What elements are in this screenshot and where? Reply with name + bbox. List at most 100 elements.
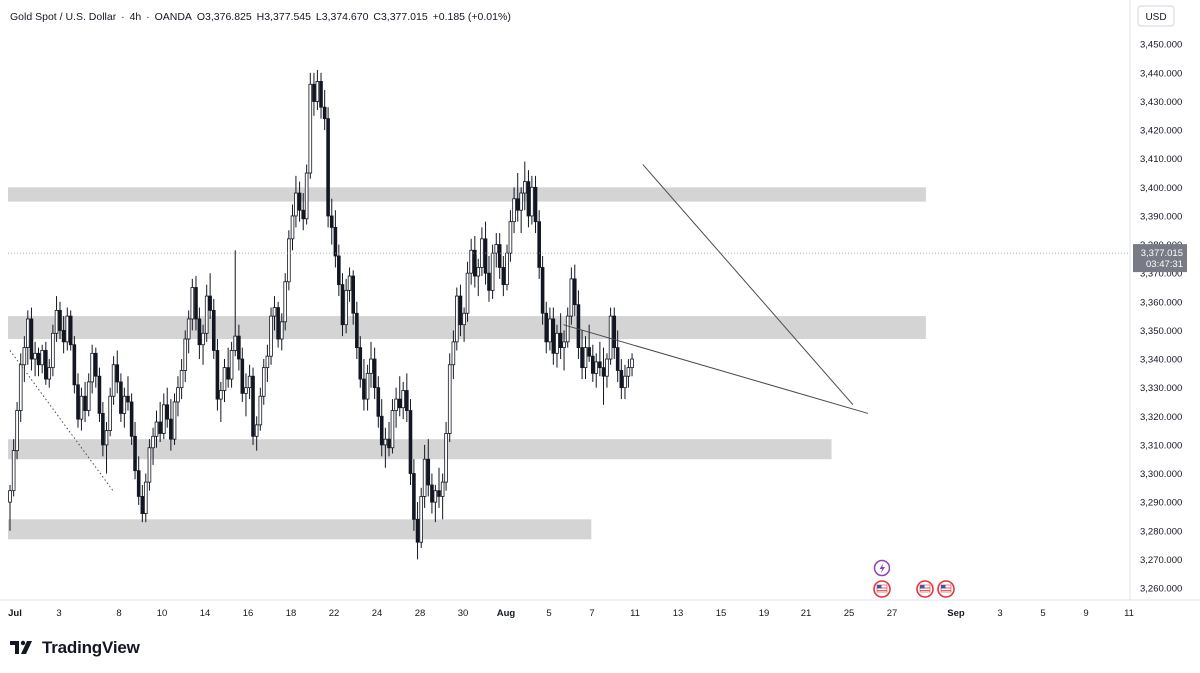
candle xyxy=(494,233,499,268)
candle xyxy=(158,401,162,443)
candle-body xyxy=(179,370,184,389)
candle-body xyxy=(390,410,395,449)
price-tick-label: 3,270.000 xyxy=(1140,555,1182,566)
candle-body xyxy=(115,364,120,383)
candle xyxy=(565,307,570,348)
candle-body xyxy=(372,358,377,389)
trendline xyxy=(642,164,854,406)
time-axis[interactable]: Jul 3 8 10 14 16 18 22 24 28 30 Aug 5 7 11 13 15 19 21 25 27… xyxy=(0,599,1200,619)
candle-body xyxy=(523,181,527,194)
candle xyxy=(65,307,70,351)
candle-body xyxy=(169,418,173,440)
candle xyxy=(458,284,463,337)
candle-body xyxy=(297,192,302,211)
candle xyxy=(15,401,19,460)
candle-body xyxy=(197,318,202,346)
candle xyxy=(90,344,94,394)
candle xyxy=(26,310,30,365)
candle-body xyxy=(94,352,98,377)
price-tick-label: 3,310.000 xyxy=(1140,440,1182,451)
candle-body xyxy=(215,350,220,400)
candle-body xyxy=(11,450,16,492)
candle-body xyxy=(555,332,559,354)
candle xyxy=(376,376,381,428)
trendline xyxy=(9,350,114,491)
interval-label[interactable]: 4h xyxy=(129,11,142,23)
candle-body xyxy=(476,267,481,277)
candle-body xyxy=(90,352,94,383)
candle xyxy=(619,359,624,400)
candle-body xyxy=(172,401,177,440)
candle xyxy=(347,267,352,302)
candle-body xyxy=(508,221,513,254)
candle-body xyxy=(408,410,413,474)
candle xyxy=(161,393,166,440)
candle xyxy=(580,330,584,380)
brand-logo[interactable]: TradingView xyxy=(10,638,140,658)
candle-body xyxy=(337,255,341,286)
candle xyxy=(583,336,588,380)
candle xyxy=(36,347,41,377)
candle xyxy=(190,278,195,331)
candle xyxy=(462,307,466,342)
candle xyxy=(465,261,470,322)
price-tick-label: 3,280.000 xyxy=(1140,526,1182,537)
time-tick-label: 15 xyxy=(716,608,727,619)
change-value: +0.185 (+0.01%) xyxy=(432,11,511,23)
candle-body xyxy=(405,390,409,411)
candle-body xyxy=(594,361,599,374)
candle-body xyxy=(515,198,520,211)
symbol-name[interactable]: Gold Spot / U.S. Dollar xyxy=(10,11,117,23)
candle-body xyxy=(97,375,102,414)
candle-body xyxy=(612,315,617,348)
us-event-flag-icon[interactable] xyxy=(873,580,891,598)
candle-body xyxy=(379,415,384,446)
candle xyxy=(322,90,327,131)
candle xyxy=(372,347,377,400)
candle xyxy=(122,387,127,428)
candle xyxy=(233,250,238,357)
candle xyxy=(229,341,234,388)
candle-body xyxy=(397,398,402,409)
candle xyxy=(194,276,198,331)
candle-body xyxy=(222,367,227,391)
candle-body xyxy=(544,312,549,343)
candle-body xyxy=(551,318,556,354)
candle-body xyxy=(276,307,280,340)
candle xyxy=(623,364,627,400)
candle-body xyxy=(387,438,391,449)
candle xyxy=(598,341,602,377)
price-axis[interactable]: USD 3,260.000 3,270.000 3,280.000 3,290.000 3… xyxy=(1129,0,1187,600)
candle-body xyxy=(261,367,266,397)
us-event-flag-icon[interactable] xyxy=(916,580,934,598)
candle-body xyxy=(512,198,516,223)
candle xyxy=(147,439,152,491)
candle xyxy=(101,401,105,457)
time-tick-label: 22 xyxy=(329,608,340,619)
candle xyxy=(608,307,613,365)
lightning-event-icon[interactable] xyxy=(873,559,891,577)
candle xyxy=(33,341,37,377)
candle-body xyxy=(415,518,420,543)
candle xyxy=(430,473,434,514)
candle xyxy=(247,364,252,400)
candle xyxy=(351,270,355,325)
candle-body xyxy=(258,395,263,426)
us-event-flag-icon[interactable] xyxy=(937,580,955,598)
trendline xyxy=(563,324,869,414)
candle-body xyxy=(158,421,162,434)
candle xyxy=(369,341,373,388)
candle-body xyxy=(204,295,209,334)
candle xyxy=(562,330,566,371)
candle xyxy=(405,373,409,423)
candle xyxy=(426,439,431,497)
candle-body xyxy=(601,367,606,377)
candle xyxy=(630,353,634,377)
candle-body xyxy=(129,401,134,437)
time-tick-label: 24 xyxy=(372,608,383,619)
candle xyxy=(340,273,345,337)
time-tick-label: 5 xyxy=(1040,608,1045,619)
currency-button[interactable] xyxy=(1137,5,1175,27)
candle-body xyxy=(587,347,591,357)
